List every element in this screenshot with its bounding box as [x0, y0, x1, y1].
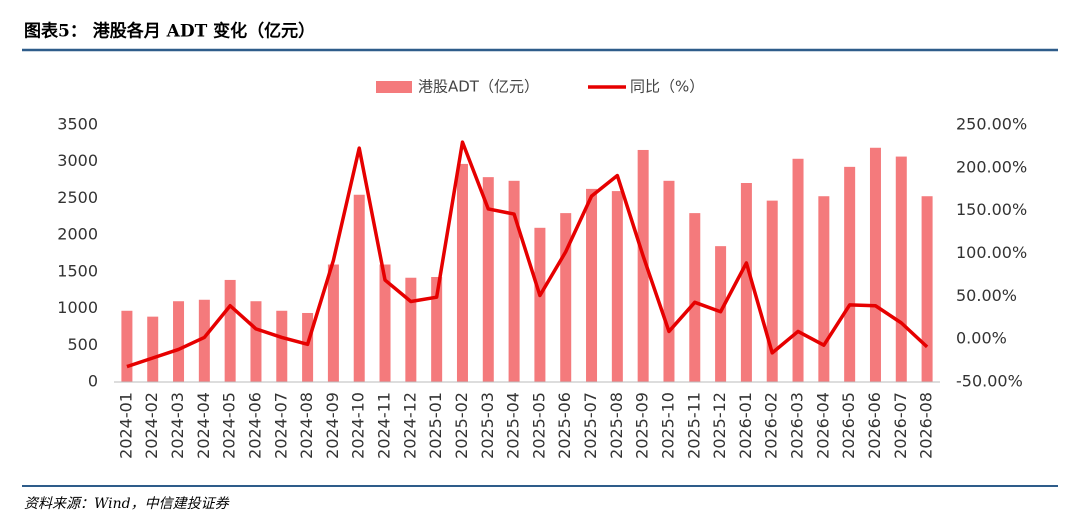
bar — [689, 213, 701, 382]
y2-tick-label: 50.00% — [956, 286, 1017, 305]
y-tick-label: 3000 — [57, 151, 98, 170]
x-tick-label: 2025-03 — [478, 392, 497, 459]
bar — [895, 156, 907, 382]
x-tick-label: 2024-05 — [220, 392, 239, 459]
y-tick-label: 0 — [88, 372, 98, 391]
source-note: 资料来源：Wind，中信建投证券 — [24, 496, 230, 512]
bar — [198, 299, 210, 382]
x-tick-label: 2026-04 — [813, 392, 832, 459]
legend-label: 同比（%） — [630, 78, 704, 96]
x-tick-label: 2025-08 — [607, 392, 626, 459]
bar — [224, 279, 236, 382]
bar — [327, 264, 339, 382]
bar — [611, 191, 623, 382]
y-tick-label: 1500 — [57, 261, 98, 280]
x-tick-label: 2024-04 — [194, 392, 213, 459]
bar — [147, 316, 159, 382]
legend-swatch — [376, 81, 412, 93]
y2-tick-label: 0.00% — [956, 329, 1007, 348]
x-tick-label: 2025-01 — [426, 392, 445, 459]
bar — [560, 213, 572, 382]
x-tick-label: 2025-12 — [710, 392, 729, 459]
x-tick-label: 2024-10 — [349, 392, 368, 459]
x-tick-label: 2025-09 — [633, 392, 652, 459]
x-tick-label: 2025-04 — [504, 392, 523, 459]
bar — [740, 183, 752, 382]
bar — [276, 310, 288, 382]
y-tick-label: 3500 — [57, 115, 98, 134]
bar — [844, 166, 856, 382]
bar — [869, 147, 881, 382]
bar — [921, 196, 933, 382]
x-tick-label: 2026-07 — [891, 392, 910, 459]
x-tick-label: 2024-02 — [142, 392, 161, 459]
x-tick-label: 2024-07 — [271, 392, 290, 459]
x-tick-label: 2024-06 — [245, 392, 264, 459]
x-tick-label: 2024-01 — [116, 392, 135, 459]
bar — [586, 188, 598, 382]
x-tick-label: 2024-11 — [375, 392, 394, 459]
bar — [818, 196, 830, 382]
bar — [482, 177, 494, 382]
x-tick-label: 2024-12 — [400, 392, 419, 459]
bar — [173, 301, 185, 382]
bar — [508, 180, 520, 382]
bar — [456, 163, 468, 382]
bar — [534, 227, 546, 382]
y2-tick-label: 100.00% — [956, 243, 1027, 262]
x-tick-label: 2026-03 — [788, 392, 807, 459]
y2-tick-label: -50.00% — [956, 372, 1023, 391]
x-tick-label: 2025-10 — [658, 392, 677, 459]
bar — [715, 246, 727, 382]
y2-tick-label: 250.00% — [956, 115, 1027, 134]
x-tick-label: 2026-05 — [839, 392, 858, 459]
y2-tick-label: 200.00% — [956, 157, 1027, 176]
x-tick-label: 2026-01 — [736, 392, 755, 459]
bar — [302, 312, 314, 382]
bar — [637, 149, 649, 382]
x-tick-label: 2025-07 — [581, 392, 600, 459]
bar — [353, 194, 365, 382]
x-tick-label: 2026-08 — [917, 392, 936, 459]
x-tick-label: 2026-06 — [865, 392, 884, 459]
legend-label: 港股ADT（亿元） — [418, 78, 539, 96]
y-tick-label: 2000 — [57, 225, 98, 244]
bar — [379, 264, 391, 382]
bar — [663, 180, 675, 382]
x-tick-label: 2026-02 — [762, 392, 781, 459]
bar — [121, 310, 133, 382]
y-tick-label: 2500 — [57, 188, 98, 207]
bar — [792, 158, 804, 382]
x-tick-label: 2024-08 — [297, 392, 316, 459]
x-tick-label: 2024-09 — [323, 392, 342, 459]
bar — [431, 276, 443, 382]
x-tick-label: 2025-05 — [529, 392, 548, 459]
y2-tick-label: 150.00% — [956, 200, 1027, 219]
y-tick-label: 500 — [67, 335, 98, 354]
x-tick-label: 2025-02 — [452, 392, 471, 459]
y-tick-label: 1000 — [57, 298, 98, 317]
line-series — [126, 140, 929, 369]
bar — [405, 277, 417, 382]
x-tick-label: 2025-11 — [684, 392, 703, 459]
chart-title: 图表5： 港股各月 ADT 变化（亿元） — [24, 21, 315, 42]
x-tick-label: 2024-03 — [168, 392, 187, 459]
bar — [766, 200, 778, 382]
bar — [250, 301, 262, 382]
x-tick-label: 2025-06 — [555, 392, 574, 459]
